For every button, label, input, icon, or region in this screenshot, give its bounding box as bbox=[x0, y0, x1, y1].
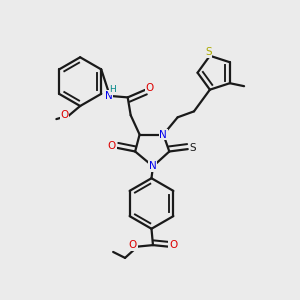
Text: S: S bbox=[190, 142, 196, 153]
Text: O: O bbox=[169, 240, 177, 250]
Text: N: N bbox=[149, 161, 157, 171]
Text: S: S bbox=[205, 47, 212, 57]
Text: N: N bbox=[104, 91, 112, 101]
Text: O: O bbox=[61, 110, 69, 120]
Text: O: O bbox=[108, 140, 116, 151]
Text: N: N bbox=[160, 130, 167, 140]
Text: O: O bbox=[146, 82, 154, 93]
Text: O: O bbox=[129, 240, 137, 250]
Text: H: H bbox=[110, 85, 116, 94]
